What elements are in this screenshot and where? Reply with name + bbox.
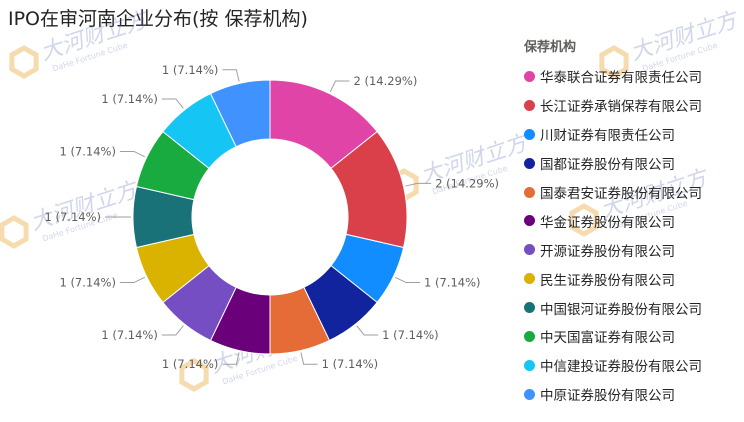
legend: 保荐机构 华泰联合证券有限责任公司 长江证券承销保荐有限公司 川财证券有限责任公司国… [524,38,740,409]
legend-item[interactable]: 长江证券承销保荐有限公司 [524,91,740,120]
leader-line [356,325,379,336]
leader-line [161,98,184,109]
legend-swatch [524,128,535,140]
legend-swatch [524,70,535,82]
legend-items: 华泰联合证券有限责任公司 长江证券承销保荐有限公司 川财证券有限责任公司 国都证券股份… [524,62,740,409]
legend-label: 长江证券承销保荐有限公司 [540,99,702,116]
legend-swatch [524,157,535,169]
donut-slice[interactable] [209,79,271,148]
leader-line [119,276,145,284]
leader-line [405,182,432,187]
watermark-logo-icon [599,45,629,79]
donut-slices [132,79,408,355]
legend-title: 保荐机构 [524,40,577,55]
legend-swatch [524,273,535,285]
slice-data-label: 1 (7.14%) [322,357,378,371]
legend-label: 中原证券股份有限公司 [540,388,675,405]
legend-item[interactable]: 中天国富证券有限公司 [524,322,740,351]
slice-data-label: 1 (7.14%) [382,328,438,342]
legend-item[interactable]: 民生证券股份有限公司 [524,264,740,293]
leader-line [119,150,145,158]
leader-line [300,352,318,365]
slice-data-label: 1 (7.14%) [162,63,218,77]
slice-labels: 2 (14.29%) 2 (14.29%) 1 (7.14%) 1 (7.14%) 1 … [45,63,499,371]
leader-lines [105,69,432,365]
watermark-logo-icon [179,358,209,392]
slice-data-label: 1 (7.14%) [45,210,101,224]
slice-data-label: 1 (7.14%) [59,144,115,158]
slice-data-label: 1 (7.14%) [101,92,157,106]
legend-item[interactable]: 中国银河证券股份有限公司 [524,293,740,322]
legend-label: 华金证券股份有限公司 [540,214,675,231]
leader-line [161,325,184,336]
chart-title: IPO在审河南企业分布(按 保荐机构) [8,8,308,30]
leader-line [222,69,240,82]
watermark-logo-icon [9,45,39,79]
legend-item[interactable]: 华金证券股份有限公司 [524,206,740,235]
legend-swatch [524,186,535,198]
legend-item[interactable]: 川财证券有限责任公司 [524,120,740,149]
legend-item[interactable]: 国泰君安证券股份有限公司 [524,178,740,207]
leader-line [329,80,350,92]
legend-swatch [524,244,535,256]
slice-data-label: 1 (7.14%) [424,276,480,290]
legend-swatch [524,388,535,400]
slice-data-label: 2 (14.29%) [435,176,499,190]
slice-data-label: 1 (7.14%) [101,328,157,342]
legend-item[interactable]: 华泰联合证券有限责任公司 [524,62,740,91]
slice-data-label: 1 (7.14%) [59,276,115,290]
legend-item[interactable]: 国都证券股份有限公司 [524,149,740,178]
legend-label: 中国银河证券股份有限公司 [540,301,702,318]
legend-swatch [524,330,535,342]
leader-line [222,352,240,365]
legend-swatch [524,359,535,371]
slice-data-label: 2 (14.29%) [354,74,418,88]
legend-label: 国都证券股份有限公司 [540,157,675,174]
legend-label: 民生证券股份有限公司 [540,272,675,289]
watermark-logo-icon [0,215,29,249]
watermark-logo-icon [569,203,599,237]
legend-item[interactable]: 中原证券股份有限公司 [524,380,740,409]
legend-label: 川财证券有限责任公司 [540,128,675,145]
legend-swatch [524,302,535,314]
legend-swatch [524,215,535,227]
leader-line [395,276,421,284]
legend-item[interactable]: 开源证券股份有限公司 [524,235,740,264]
legend-label: 中天国富证券有限公司 [540,330,675,347]
legend-label: 国泰君安证券股份有限公司 [540,186,702,202]
slice-data-label: 1 (7.14%) [162,357,218,371]
legend-swatch [524,99,535,111]
legend-label: 华泰联合证券有限责任公司 [540,70,702,87]
legend-label: 中信建投证券股份有限公司 [540,359,702,376]
legend-label: 开源证券股份有限公司 [540,243,675,260]
legend-item[interactable]: 中信建投证券股份有限公司 [524,351,740,380]
